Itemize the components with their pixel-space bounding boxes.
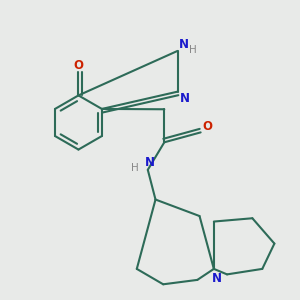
Text: H: H [190, 45, 197, 55]
Text: N: N [178, 38, 188, 52]
Text: H: H [131, 163, 139, 173]
Text: O: O [74, 58, 83, 71]
Text: N: N [212, 272, 221, 285]
Text: N: N [144, 156, 154, 169]
Text: O: O [202, 120, 212, 133]
Text: N: N [180, 92, 190, 105]
